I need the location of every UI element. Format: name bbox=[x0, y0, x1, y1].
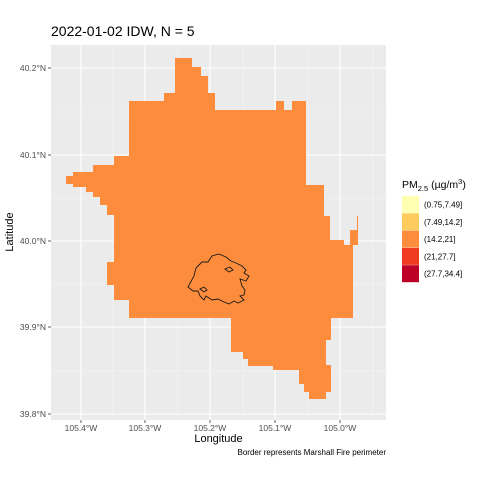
y-tick-label-0: 39.8°N bbox=[20, 409, 46, 419]
legend-title-pm: PM bbox=[402, 179, 418, 191]
x-tick-label-4: 105.0°W bbox=[324, 423, 357, 433]
legend-label-1: (7.49,14.2] bbox=[424, 218, 462, 227]
caption: Border represents Marshall Fire perimete… bbox=[238, 448, 387, 457]
legend-label-4: (27.7,34.4] bbox=[424, 270, 462, 279]
legend-title-close: ) bbox=[462, 179, 466, 191]
legend-entries: (0.75,7.49] (7.49,14.2] (14.2,21] (21,27.7]… bbox=[402, 196, 462, 283]
x-tick-label-3: 105.1°W bbox=[259, 423, 292, 433]
x-tick-label-2: 105.2°W bbox=[194, 423, 227, 433]
legend-title-sup: 3 bbox=[458, 177, 462, 186]
legend-key-3 bbox=[402, 247, 419, 265]
legend-label-0: (0.75,7.49] bbox=[424, 201, 462, 210]
y-tick-label-2: 40.0°N bbox=[20, 236, 46, 246]
x-axis: 105.4°W 105.3°W 105.2°W 105.1°W 105.0°W bbox=[65, 420, 357, 433]
y-axis-title: Latitude bbox=[4, 212, 16, 251]
raster-region-14-21 bbox=[66, 58, 358, 399]
plot-title: 2022-01-02 IDW, N = 5 bbox=[51, 23, 195, 39]
legend: PM2.5 (µg/m3) (0.75,7.49] (7.49,14.2] (14.… bbox=[402, 177, 466, 283]
legend-title-unit: (µg/m bbox=[428, 179, 458, 191]
fire-perimeter-outline bbox=[187, 253, 250, 305]
legend-key-4 bbox=[402, 265, 419, 283]
x-axis-title: Longitude bbox=[194, 433, 242, 445]
marshall-fire-perimeter bbox=[187, 253, 250, 305]
legend-key-1 bbox=[402, 213, 419, 231]
legend-title: PM2.5 (µg/m3) bbox=[402, 177, 466, 193]
x-tick-label-1: 105.3°W bbox=[129, 423, 162, 433]
x-tick-label-0: 105.4°W bbox=[65, 423, 98, 433]
panel bbox=[51, 45, 386, 420]
legend-label-3: (21,27.7] bbox=[424, 252, 456, 261]
pm25-raster bbox=[66, 58, 358, 399]
legend-key-2 bbox=[402, 230, 419, 248]
y-tick-label-1: 39.9°N bbox=[20, 322, 46, 332]
legend-key-0 bbox=[402, 196, 419, 213]
y-tick-label-4: 40.2°N bbox=[20, 63, 46, 73]
legend-title-sub: 2.5 bbox=[418, 184, 428, 193]
legend-label-2: (14.2,21] bbox=[424, 235, 456, 244]
y-axis: 39.8°N 39.9°N 40.0°N 40.1°N 40.2°N bbox=[20, 63, 51, 419]
y-tick-label-3: 40.1°N bbox=[20, 150, 46, 160]
